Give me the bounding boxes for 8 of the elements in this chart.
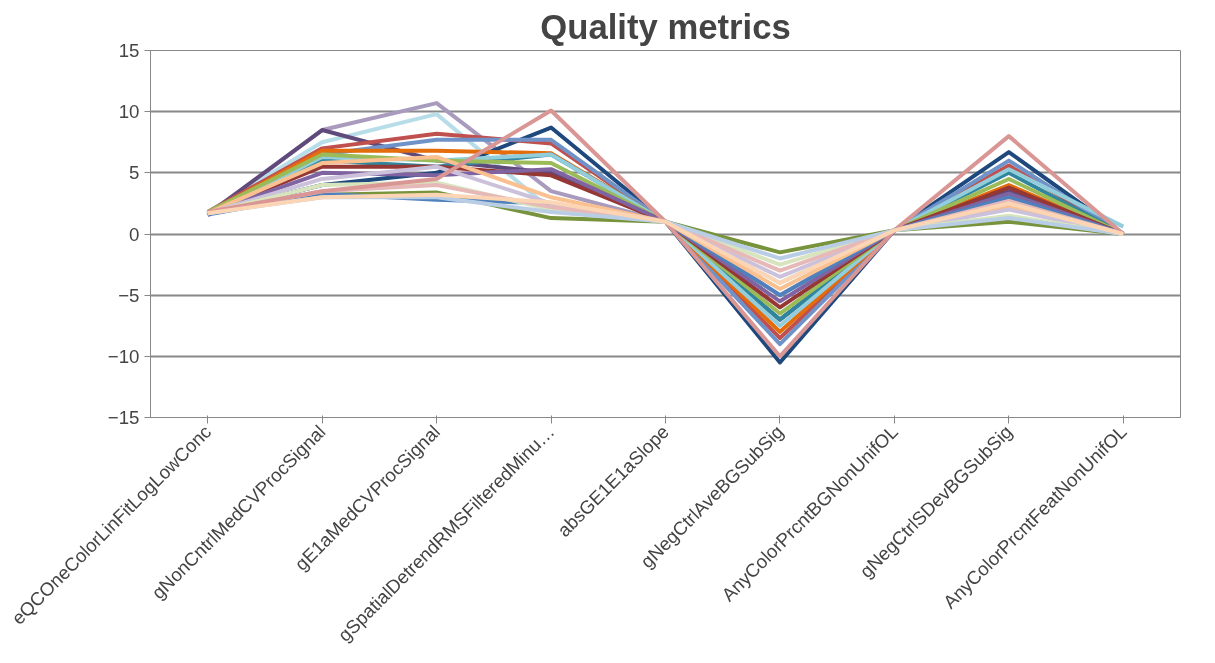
y-tick-label: −15 [107,407,140,428]
y-tick-label: 5 [129,162,140,184]
y-tick-label: 15 [118,40,140,61]
y-tick-label: −5 [118,284,140,306]
y-tick-label: 0 [129,223,140,245]
y-tick-label: 10 [118,101,140,123]
chart-title: Quality metrics [540,7,791,46]
y-tick-label: −10 [107,345,140,367]
